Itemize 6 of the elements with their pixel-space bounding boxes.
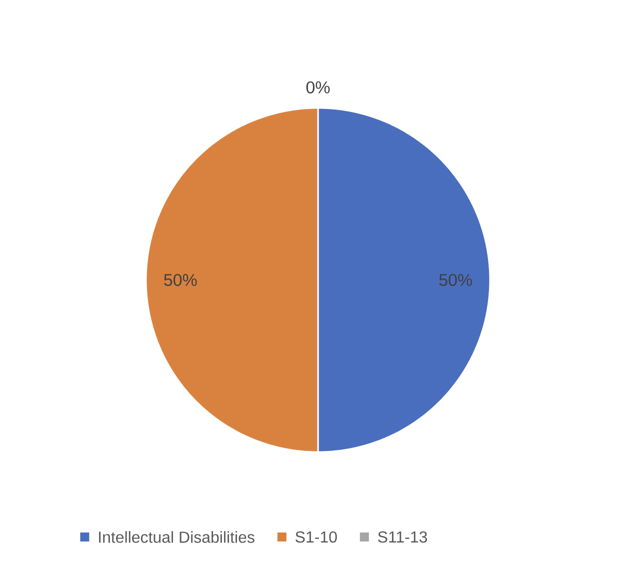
data-label: 50% [439,274,472,286]
data-label: 50% [164,274,197,286]
legend-label: Intellectual Disabilities [99,531,254,543]
legend-label: S1-10 [296,531,337,543]
legend-label: S11-13 [378,531,427,543]
text: 0% [306,81,330,94]
